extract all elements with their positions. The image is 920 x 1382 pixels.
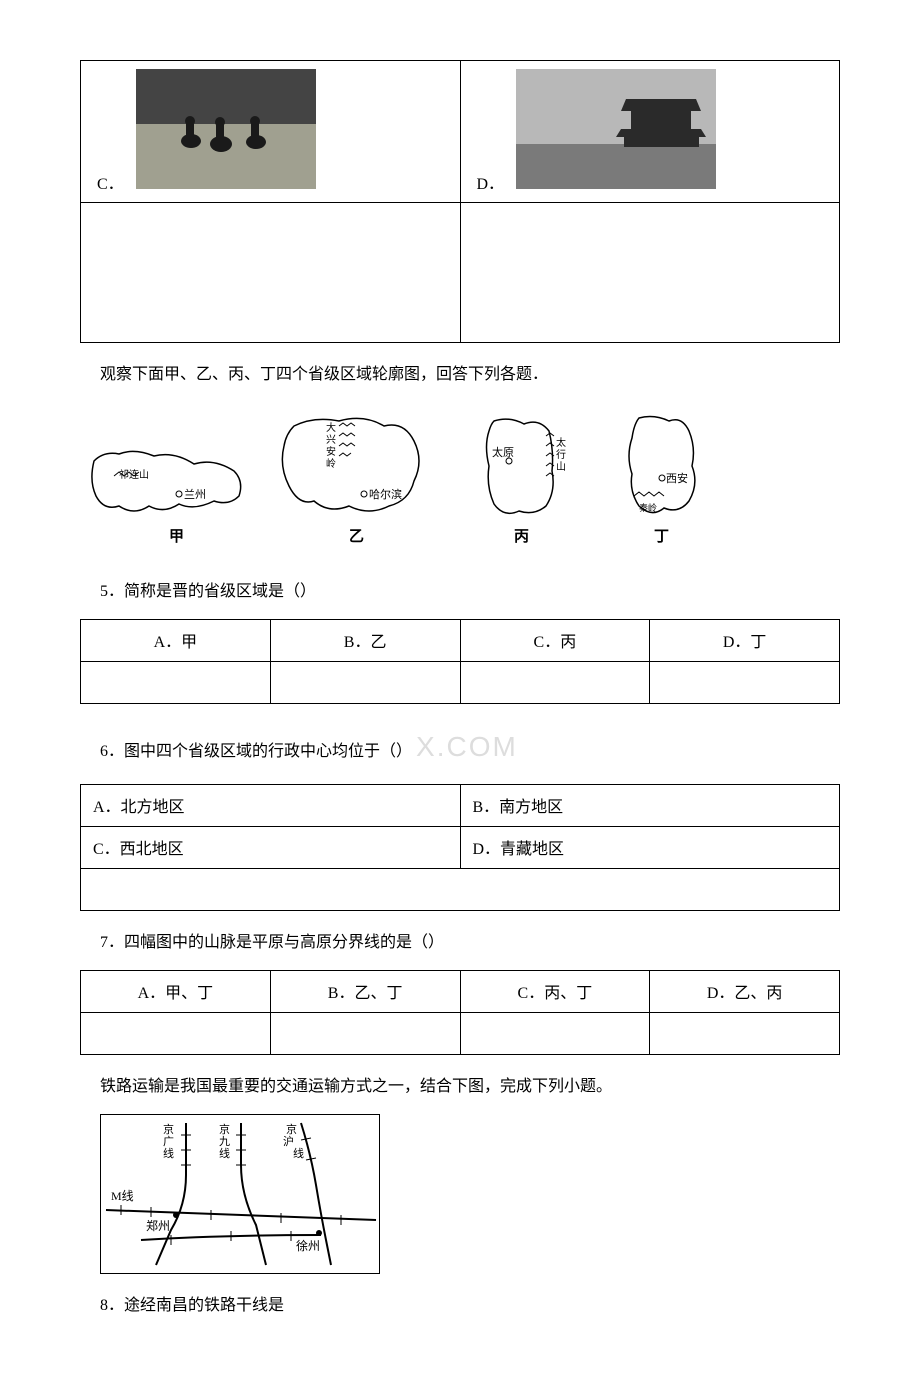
svg-text:行: 行	[556, 448, 566, 461]
bing-label: 丙	[514, 528, 529, 545]
svg-text:京: 京	[286, 1122, 297, 1136]
q5-option-a: A．甲	[81, 619, 271, 661]
watermark-text: X.COM	[416, 731, 518, 762]
ding-label: 丁	[654, 529, 669, 545]
svg-text:九: 九	[219, 1135, 230, 1148]
svg-text:安: 安	[326, 445, 336, 458]
q6-options-table: A．北方地区 B．南方地区 C．西北地区 D．青藏地区	[80, 784, 840, 911]
province-ding: 秦岭 西安 丁	[629, 416, 695, 544]
haerbin-label: 哈尔滨	[369, 487, 402, 501]
q4-option-c-image	[136, 69, 316, 194]
q4-option-d-label: D．	[477, 170, 505, 194]
svg-text:线: 线	[163, 1146, 174, 1160]
jia-label: 甲	[169, 528, 184, 545]
q7-text: 7．四幅图中的山脉是平原与高原分界线的是（）	[100, 929, 860, 958]
q7-option-c: C．丙、丁	[460, 970, 650, 1012]
svg-text:祁连山: 祁连山	[119, 468, 149, 481]
q5-options-table: A．甲 B．乙 C．丙 D．丁	[80, 619, 840, 704]
zhengzhou-label: 郑州	[146, 1218, 170, 1233]
q7-options-table: A．甲、丁 B．乙、丁 C．丙、丁 D．乙、丙	[80, 970, 840, 1055]
q5-text: 5．简称是晋的省级区域是（）	[100, 578, 860, 607]
q6-question-text: 6．图中四个省级区域的行政中心均位于（）	[100, 743, 412, 760]
province-bing: 太 行 山 太原 丙	[487, 419, 567, 545]
province-jia: 祁连山 兰州 甲	[92, 451, 241, 545]
q6-option-d: D．青藏地区	[460, 826, 840, 868]
empty-cell	[81, 203, 461, 343]
empty-cell	[650, 1012, 840, 1054]
q4-image-options-table: C．	[80, 60, 840, 343]
svg-text:大: 大	[326, 421, 336, 434]
empty-cell	[460, 661, 650, 703]
q5-option-d: D．丁	[650, 619, 840, 661]
svg-text:沪: 沪	[283, 1134, 294, 1148]
empty-cell	[270, 1012, 460, 1054]
empty-cell	[81, 661, 271, 703]
province-intro-text: 观察下面甲、乙、丙、丁四个省级区域轮廓图，回答下列各题．	[100, 361, 860, 390]
empty-cell	[650, 661, 840, 703]
svg-text:秦岭: 秦岭	[639, 502, 657, 513]
empty-cell	[270, 661, 460, 703]
q6-option-b: B．南方地区	[460, 784, 840, 826]
railway-map-figure: 京 广 线 京 九 线 京 沪 线 M线 郑州 徐州	[100, 1114, 380, 1274]
q4-option-d-cell: D．	[460, 61, 840, 203]
svg-text:线: 线	[219, 1146, 230, 1160]
svg-text:兴: 兴	[326, 434, 336, 446]
q7-option-d: D．乙、丙	[650, 970, 840, 1012]
taiyuan-label: 太原	[492, 446, 514, 459]
empty-cell	[81, 1012, 271, 1054]
svg-text:线: 线	[293, 1146, 304, 1160]
svg-text:太: 太	[556, 436, 566, 449]
railway-svg: 京 广 线 京 九 线 京 沪 线 M线 郑州 徐州	[101, 1115, 379, 1273]
svg-text:京: 京	[163, 1122, 174, 1136]
q4-option-c-label: C．	[97, 170, 124, 194]
empty-cell	[81, 868, 840, 910]
q4-option-c-cell: C．	[81, 61, 461, 203]
province-outlines-svg: 祁连山 兰州 甲 大 兴 安 岭 哈尔滨 乙 太 行 山 太原 丙	[84, 406, 724, 556]
mline-label: M线	[111, 1189, 134, 1203]
province-map-figure: 祁连山 兰州 甲 大 兴 安 岭 哈尔滨 乙 太 行 山 太原 丙	[80, 402, 860, 560]
q5-option-b: B．乙	[270, 619, 460, 661]
svg-text:广: 广	[163, 1135, 174, 1148]
empty-cell	[460, 203, 840, 343]
svg-text:山: 山	[556, 461, 566, 473]
q6-option-c: C．西北地区	[81, 826, 461, 868]
railway-intro-text: 铁路运输是我国最重要的交通运输方式之一，结合下图，完成下列小题。	[100, 1073, 860, 1102]
q6-text: 6．图中四个省级区域的行政中心均位于（）X.COM	[100, 722, 860, 772]
lanzhou-label: 兰州	[184, 488, 206, 501]
q8-text: 8．途经南昌的铁路干线是	[100, 1292, 860, 1321]
q5-option-c: C．丙	[460, 619, 650, 661]
xian-label: 西安	[666, 471, 688, 485]
q4-option-d-image	[516, 69, 716, 194]
q7-option-a: A．甲、丁	[81, 970, 271, 1012]
empty-cell	[460, 1012, 650, 1054]
yi-label: 乙	[349, 529, 364, 545]
q7-option-b: B．乙、丁	[270, 970, 460, 1012]
svg-text:京: 京	[219, 1122, 230, 1136]
q6-option-a: A．北方地区	[81, 784, 461, 826]
xuzhou-label: 徐州	[296, 1238, 320, 1253]
svg-text:岭: 岭	[326, 457, 336, 470]
province-yi: 大 兴 安 岭 哈尔滨 乙	[282, 418, 419, 545]
